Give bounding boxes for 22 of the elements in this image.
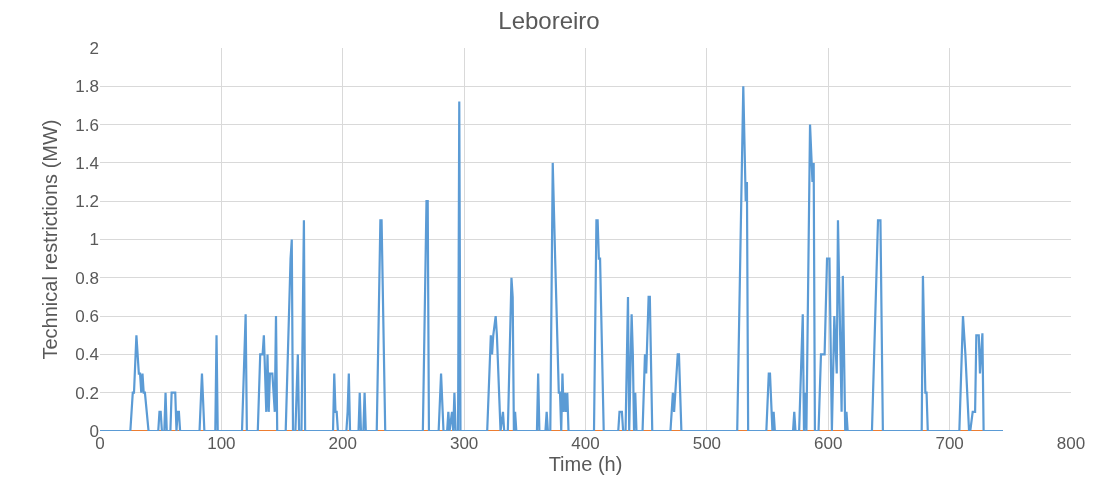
x-axis-title: Time (h) [548, 453, 623, 475]
y-tick-label: 1.6 [75, 115, 99, 135]
y-axis-title: Technical restrictions (MW) [38, 119, 61, 360]
x-tick-label: 600 [814, 434, 843, 453]
y-tick-label: 0.6 [75, 307, 99, 327]
line-series [100, 85, 1005, 431]
x-tick-label: 400 [571, 434, 600, 453]
x-tick-label: 500 [692, 434, 722, 453]
y-tick-label: 0.8 [75, 268, 99, 288]
x-tick-label: 700 [935, 434, 964, 453]
y-tick-label: 0.2 [75, 383, 99, 403]
y-tick-label: 0.4 [75, 345, 99, 365]
y-tick-label: 1.2 [75, 192, 99, 212]
x-tick-label: 800 [1056, 434, 1086, 453]
y-tick-label: 1.4 [75, 153, 99, 173]
x-tick-label: 200 [328, 434, 357, 453]
x-tick-label: 300 [449, 434, 479, 453]
y-tick-label: 1 [89, 230, 99, 250]
x-tick-label: 100 [207, 434, 236, 453]
chart-title: Leboreiro [498, 7, 600, 35]
y-tick-label: 2 [89, 38, 99, 58]
y-tick-label: 1.8 [75, 77, 99, 97]
